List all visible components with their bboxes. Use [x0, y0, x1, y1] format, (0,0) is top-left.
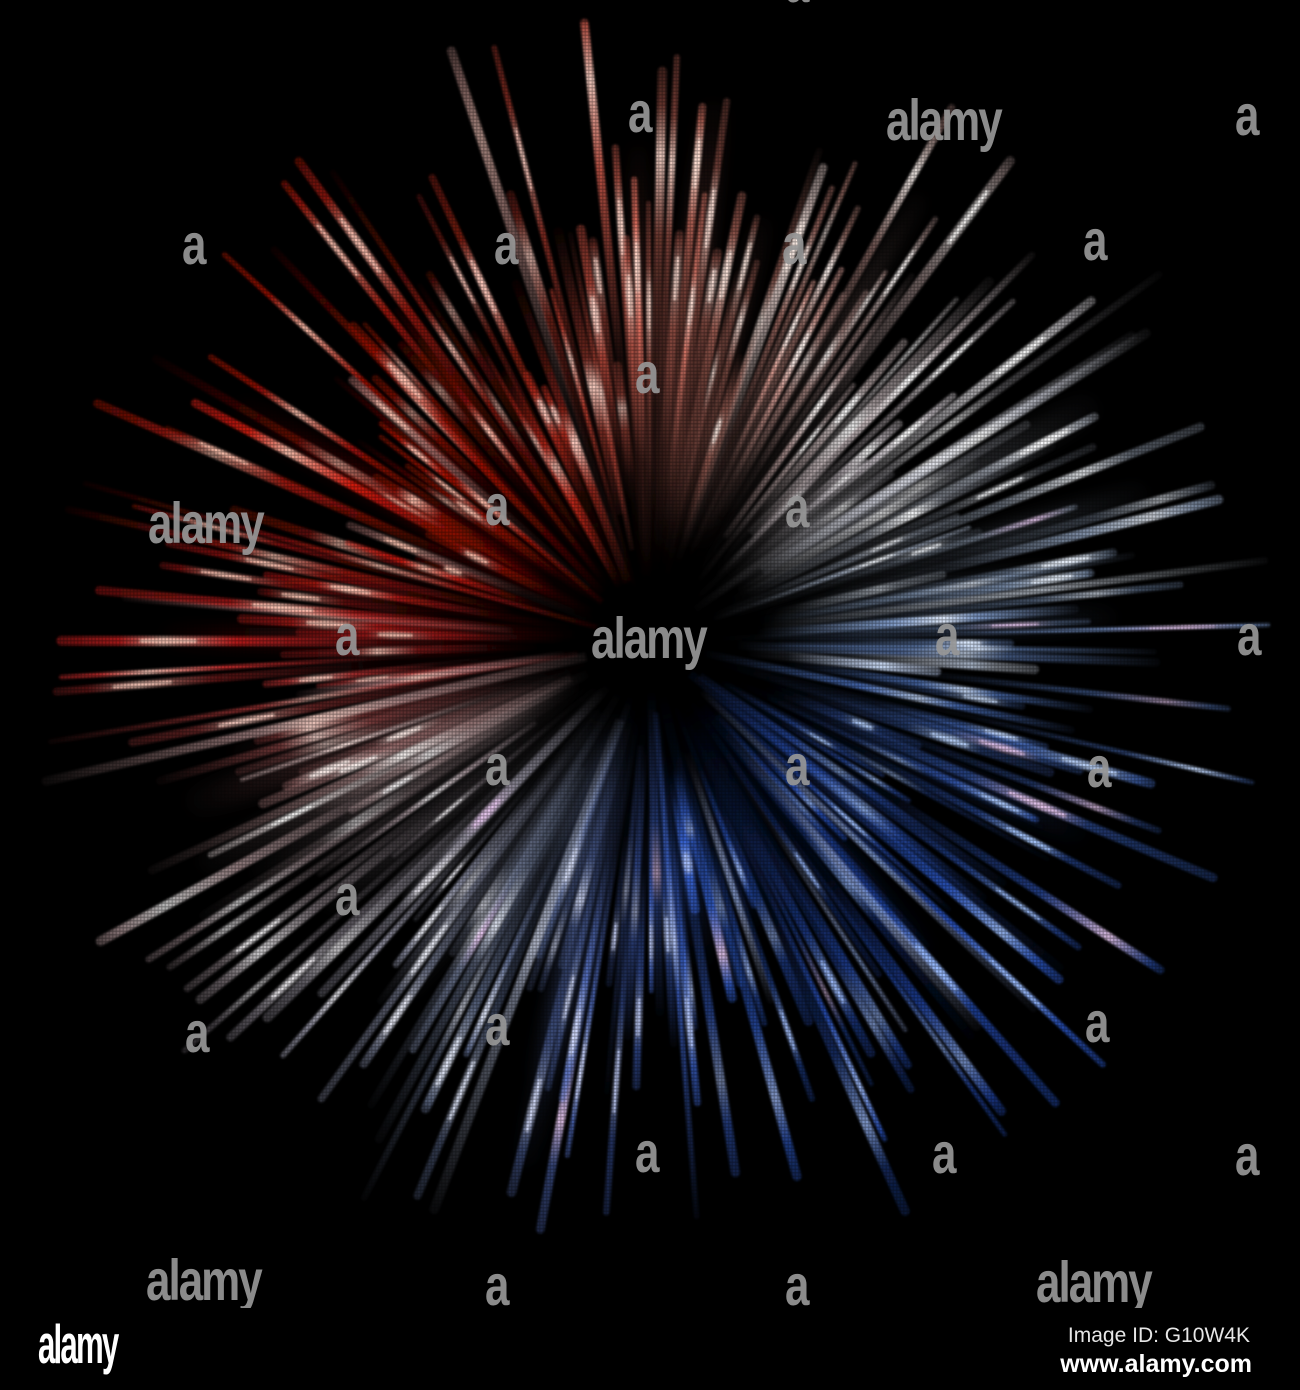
watermark-letter: a — [785, 0, 809, 11]
watermark-word: alamy — [148, 490, 265, 556]
watermark-letter: a — [335, 862, 360, 928]
image-id-label: Image ID: G10W4K — [1067, 1324, 1250, 1347]
watermark-letter: a — [494, 211, 519, 277]
watermark-layer: alamy alamy alamy alamy alamy a a a a a a a a a a a a a a a… — [146, 0, 1262, 1310]
watermark-letter: a — [785, 1252, 810, 1310]
watermark-letter: a — [1235, 1122, 1260, 1188]
watermark-word: alamy — [146, 1247, 263, 1310]
watermark-letter: a — [1235, 82, 1260, 148]
watermark-letter: a — [785, 732, 810, 798]
watermark-letter: a — [1083, 207, 1108, 273]
watermark-letter: a — [1237, 602, 1262, 668]
watermark-letter: a — [635, 1119, 660, 1185]
watermark-letter: a — [485, 732, 510, 798]
watermark-letter: a — [635, 340, 660, 406]
watermark-letter: a — [485, 1252, 510, 1310]
watermark-letter: a — [932, 1120, 957, 1186]
footer-bar: alamy Image ID: G10W4K www.alamy.com — [0, 1308, 1300, 1390]
watermark-letter: a — [185, 999, 210, 1065]
watermark-letter: a — [628, 79, 653, 145]
watermark-letter: a — [485, 992, 510, 1058]
watermark-letter: a — [785, 474, 810, 540]
watermark-letter: a — [485, 472, 510, 538]
alamy-url: www.alamy.com — [1060, 1350, 1252, 1378]
watermark-letter: a — [1085, 989, 1110, 1055]
watermark-letter: a — [782, 211, 807, 277]
watermark-letter: a — [335, 602, 360, 668]
watermark-word: alamy — [886, 87, 1003, 153]
watermark-word: alamy — [591, 605, 708, 671]
watermark-letter: a — [182, 211, 207, 277]
watermark-letter: a — [935, 602, 960, 668]
firework-ray-layer — [41, 18, 1271, 1234]
watermark-word: alamy — [1036, 1249, 1153, 1310]
alamy-logo: alamy — [38, 1314, 119, 1376]
watermark-letter: a — [1087, 734, 1112, 800]
